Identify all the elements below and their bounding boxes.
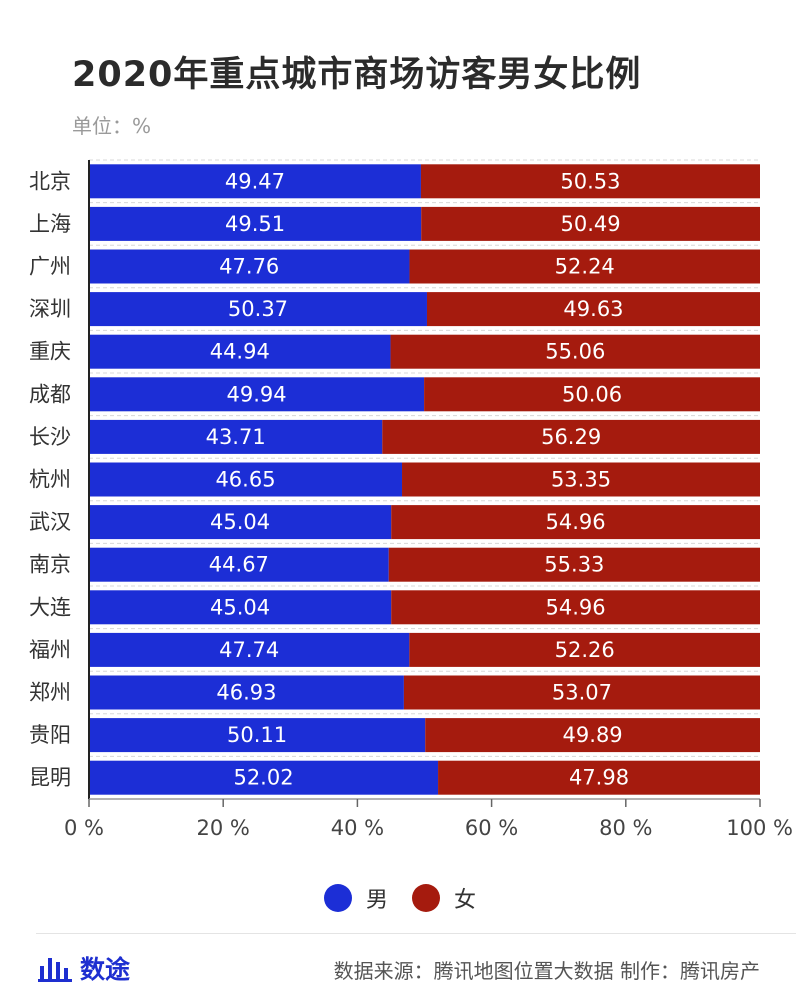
bar-value-label: 54.96 (546, 595, 606, 619)
category-label: 大连 (29, 595, 71, 619)
bar-value-label: 49.89 (563, 723, 623, 747)
bar-value-label: 49.63 (563, 297, 623, 321)
footer-divider (36, 933, 796, 934)
bar-value-label: 50.37 (228, 297, 288, 321)
bar-female (425, 718, 760, 753)
bar-female (382, 419, 760, 454)
legend-label-male: 男 (365, 888, 388, 913)
bar-male (89, 590, 392, 625)
bar-value-label: 49.47 (225, 169, 285, 193)
bar-male (89, 206, 422, 241)
x-tick-label: 60 % (465, 816, 518, 840)
category-label: 广州 (29, 255, 71, 279)
bar-value-label: 46.93 (216, 681, 276, 705)
bar-value-label: 50.11 (227, 723, 287, 747)
stacked-bar-chart: 北京 49.47 50.53 上海 49.51 50.49 广州 47.76 52.24 深圳 50… (29, 159, 793, 840)
bar-value-label: 53.35 (551, 468, 611, 492)
chart-title: 2020年重点城市商场访客男女比例 (72, 55, 642, 95)
bar-female (426, 292, 760, 327)
bar-female (402, 462, 760, 497)
bar-male (89, 632, 410, 667)
bar-female (409, 249, 760, 284)
bar-value-label: 53.07 (552, 681, 612, 705)
bar-value-label: 47.98 (569, 766, 629, 790)
category-label: 武汉 (29, 510, 71, 534)
bar-value-label: 47.76 (219, 255, 279, 279)
bar-value-label: 56.29 (541, 425, 601, 449)
bar-male (89, 760, 439, 795)
category-label: 福州 (29, 638, 71, 662)
bar-male (89, 547, 389, 582)
category-label: 昆明 (29, 766, 71, 790)
category-label: 南京 (29, 553, 71, 577)
category-label: 长沙 (29, 425, 71, 449)
bar-value-label: 55.06 (545, 340, 605, 364)
category-label: 成都 (29, 382, 71, 406)
bar-female (438, 760, 760, 795)
bar-female (391, 590, 760, 625)
bar-value-label: 46.65 (215, 468, 275, 492)
legend: 男 女 (0, 882, 800, 914)
category-label: 贵阳 (29, 723, 71, 747)
category-label: 郑州 (29, 681, 71, 705)
bar-male (89, 377, 425, 412)
bar-value-label: 55.33 (544, 553, 604, 577)
bar-value-label: 52.26 (555, 638, 615, 662)
legend-swatch-male (323, 884, 352, 912)
bar-male (89, 164, 421, 199)
bar-value-label: 49.51 (225, 212, 285, 236)
bar-male (89, 419, 383, 454)
legend-swatch-female (412, 884, 440, 912)
category-label: 北京 (29, 169, 71, 193)
logo-text: 数途 (80, 955, 131, 984)
bar-male (89, 334, 391, 369)
x-tick-label: 100 % (726, 816, 793, 840)
bar-male (89, 505, 392, 540)
legend-item-male[interactable]: 男 (323, 882, 388, 914)
bar-value-label: 45.04 (210, 510, 270, 534)
bar-female (409, 632, 760, 667)
category-label: 上海 (29, 212, 71, 236)
bar-female (421, 206, 760, 241)
unit-label: 单位：% (72, 114, 152, 138)
bar-value-label: 50.49 (561, 212, 621, 236)
bar-female (403, 675, 760, 710)
x-tick-label: 80 % (599, 816, 652, 840)
bar-value-label: 49.94 (226, 382, 286, 406)
category-label: 重庆 (29, 340, 71, 364)
bar-value-label: 54.96 (546, 510, 606, 534)
bar-value-label: 44.94 (210, 340, 270, 364)
bar-value-label: 50.53 (560, 169, 620, 193)
x-tick-label: 0 % (64, 816, 104, 840)
x-tick-label: 20 % (197, 816, 250, 840)
category-label: 杭州 (29, 468, 71, 492)
footer-logo: 数途 (38, 950, 130, 986)
bar-male (89, 718, 426, 753)
category-label: 深圳 (29, 297, 71, 321)
bar-male (89, 249, 410, 284)
bar-chart-icon (38, 958, 72, 982)
bar-value-label: 43.71 (206, 425, 266, 449)
bar-female (420, 164, 760, 199)
bar-value-label: 45.04 (210, 595, 270, 619)
x-tick-label: 40 % (331, 816, 384, 840)
bar-male (89, 292, 427, 327)
bar-value-label: 52.02 (233, 766, 293, 790)
bar-female (391, 505, 760, 540)
bar-male (89, 675, 404, 710)
bar-female (424, 377, 760, 412)
bar-female (390, 334, 760, 369)
bar-value-label: 52.24 (555, 255, 615, 279)
bar-value-label: 50.06 (562, 382, 622, 406)
bar-male (89, 462, 403, 497)
bar-female (388, 547, 760, 582)
legend-item-female[interactable]: 女 (412, 882, 476, 914)
bar-value-label: 47.74 (219, 638, 279, 662)
data-source: 数据来源：腾讯地图位置大数据 制作：腾讯房产 (333, 959, 760, 983)
bar-value-label: 44.67 (209, 553, 269, 577)
legend-label-female: 女 (454, 888, 477, 913)
